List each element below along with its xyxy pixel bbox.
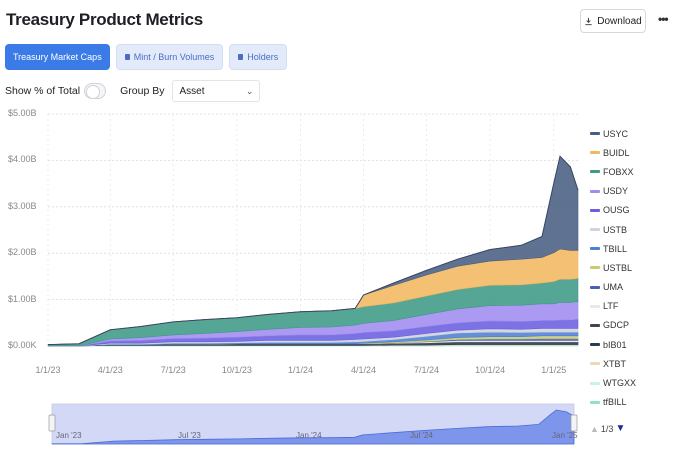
download-label: Download [597, 15, 642, 27]
navigator-label: Jan '23 [56, 431, 82, 440]
show-pct-toggle[interactable] [84, 83, 107, 99]
legend-label: LTF [603, 301, 619, 312]
tab-mint-burn-volumes[interactable]: Mint / Burn Volumes [115, 44, 224, 70]
x-tick-label: 1/1/24 [288, 365, 314, 375]
legend-label: FOBXX [603, 166, 634, 177]
legend-swatch [590, 170, 600, 174]
legend-label: TBILL [603, 243, 628, 254]
chart-legend: USYC BUIDL FOBXX USDY OUSG USTB TBILL USTBL UMA L… [590, 124, 636, 412]
download-button[interactable]: Download [580, 9, 646, 33]
total-outline [47, 155, 579, 346]
x-tick-label: 1/1/23 [35, 365, 61, 375]
legend-swatch [590, 323, 600, 327]
legend-label: XTBT [603, 358, 627, 369]
legend-pager: ▲ 1/3 ▼ [590, 423, 625, 434]
legend-item-xtbt[interactable]: XTBT [590, 354, 636, 373]
legend-item-tbill[interactable]: TBILL [590, 239, 636, 258]
legend-label: USTB [603, 224, 628, 235]
x-tick-label: 10/1/23 [221, 365, 252, 375]
tab-label: Treasury Market Caps [13, 52, 102, 62]
group-by-value: Asset [179, 85, 205, 97]
legend-label: USTBL [603, 262, 633, 273]
legend-label: UMA [603, 282, 623, 293]
download-icon [585, 17, 592, 25]
tab-treasury-market-caps[interactable]: Treasury Market Caps [5, 44, 110, 70]
x-tick-label: 7/1/24 [413, 365, 439, 375]
legend-item-usyc[interactable]: USYC [590, 124, 636, 143]
x-tick-label: 4/1/23 [97, 365, 123, 375]
x-tick-label: 4/1/24 [350, 365, 377, 375]
chevron-down-icon: ⌄ [245, 85, 254, 96]
legend-item-usdy[interactable]: USDY [590, 182, 636, 201]
more-options-button[interactable]: ••• [658, 12, 669, 26]
legend-label: USDY [603, 186, 629, 197]
legend-item-bib01[interactable]: bIB01 [590, 335, 636, 354]
legend-label: BUIDL [603, 147, 630, 158]
tab-label: Holders [247, 52, 279, 62]
legend-swatch [590, 381, 600, 385]
legend-label: bIB01 [603, 339, 627, 350]
y-tick-label: $0.00K [8, 340, 37, 350]
show-pct-label: Show % of Total [5, 85, 81, 97]
y-tick-label: $2.00B [8, 247, 37, 258]
legend-swatch [590, 247, 600, 251]
legend-swatch [590, 228, 600, 232]
legend-swatch [590, 151, 600, 155]
y-tick-label: $5.00B [8, 108, 37, 118]
group-by-label: Group By [120, 85, 165, 97]
legend-item-ousg[interactable]: OUSG [590, 201, 636, 220]
legend-item-fobxx[interactable]: FOBXX [590, 162, 636, 181]
tab-bar: Treasury Market Caps Mint / Burn Volumes… [5, 44, 288, 70]
pager-up-icon[interactable]: ▲ [590, 423, 599, 434]
legend-item-ustb[interactable]: USTB [590, 220, 636, 239]
legend-swatch [590, 304, 600, 308]
legend-label: GDCP [603, 320, 630, 331]
y-tick-label: $1.00B [8, 293, 37, 304]
legend-label: tfBILL [603, 397, 627, 408]
legend-item-tfbill[interactable]: tfBILL [590, 393, 636, 412]
navigator-label: Jul '23 [178, 431, 201, 440]
page-title: Treasury Product Metrics [6, 10, 203, 29]
y-tick-label: $4.00B [8, 154, 37, 165]
tab-holders[interactable]: Holders [229, 44, 288, 70]
legend-swatch [590, 189, 600, 193]
legend-swatch [590, 400, 600, 404]
legend-swatch [590, 132, 600, 136]
legend-item-wtgxx[interactable]: WTGXX [590, 373, 636, 392]
pager-label: 1/3 [600, 423, 614, 434]
legend-swatch [590, 343, 600, 347]
legend-item-buidl[interactable]: BUIDL [590, 143, 636, 162]
legend-label: OUSG [603, 205, 630, 216]
navigator-label: Jan '24 [296, 431, 322, 440]
legend-label: USYC [603, 128, 629, 139]
legend-label: WTGXX [603, 378, 636, 389]
y-tick-label: $3.00B [8, 200, 37, 211]
legend-item-gdcp[interactable]: GDCP [590, 316, 636, 335]
legend-item-ltf[interactable]: LTF [590, 297, 636, 316]
lock-icon [124, 54, 130, 60]
legend-swatch [590, 266, 600, 270]
lock-icon [238, 54, 244, 60]
navigator-label: Jan '25 [552, 431, 578, 440]
legend-swatch [590, 285, 600, 289]
navigator-label: Jul '24 [410, 431, 433, 440]
x-tick-label: 1/1/25 [541, 365, 567, 375]
x-tick-label: 7/1/23 [160, 365, 186, 375]
legend-item-ustbl[interactable]: USTBL [590, 258, 636, 277]
navigator-handle-left[interactable] [48, 414, 56, 432]
navigator-handle-right[interactable] [570, 414, 578, 432]
pager-down-icon[interactable]: ▼ [615, 423, 626, 434]
tab-label: Mint / Burn Volumes [133, 52, 215, 62]
navigator-series [51, 409, 575, 445]
legend-swatch [590, 362, 600, 366]
group-by-select[interactable]: Asset ⌄ [172, 80, 261, 102]
chart-controls: Show % of Total Group By Asset ⌄ [5, 80, 261, 102]
legend-swatch [590, 208, 600, 212]
x-tick-label: 10/1/24 [475, 365, 506, 375]
legend-item-uma[interactable]: UMA [590, 278, 636, 297]
